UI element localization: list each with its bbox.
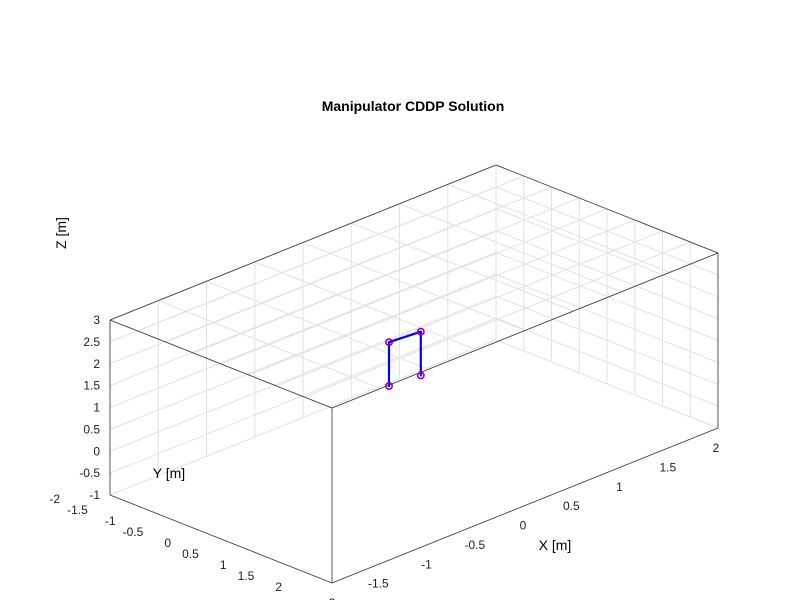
- x-tick-label: -1: [421, 557, 432, 571]
- grid-line: [193, 197, 580, 354]
- grid-line: [495, 317, 719, 407]
- x-tick-label: 1.5: [659, 460, 676, 474]
- grid-line: [495, 339, 719, 429]
- grid-line: [109, 317, 497, 474]
- z-tick-label: 2.5: [83, 335, 100, 349]
- tick-labels: -2-1.5-1-0.500.511.52-2-1.5-1-0.500.511.…: [49, 313, 719, 600]
- z-tick-label: 2: [93, 357, 100, 371]
- grid-line: [109, 295, 497, 452]
- grid-line: [109, 339, 497, 496]
- grid-line: [495, 208, 719, 298]
- chart-title: Manipulator CDDP Solution: [322, 98, 505, 114]
- z-tick-label: 0: [93, 444, 100, 458]
- y-axis-label: Y [m]: [153, 465, 185, 481]
- axes-box: [109, 164, 719, 584]
- series-group: [384, 327, 425, 390]
- manipulator-joint: [384, 338, 393, 347]
- axes-edge: [331, 252, 719, 409]
- grid-line: [495, 186, 719, 276]
- grid-line: [109, 273, 497, 430]
- y-tick-label: -2: [49, 492, 60, 506]
- grid-line: [304, 241, 691, 398]
- y-tick-label: -1.5: [67, 503, 88, 517]
- y-tick-label: -0.5: [123, 525, 144, 539]
- z-tick-label: -0.5: [79, 466, 100, 480]
- x-tick-label: -1.5: [368, 577, 389, 591]
- y-tick-label: -1: [105, 514, 116, 528]
- grid-line: [109, 252, 497, 408]
- grid-line: [276, 230, 663, 387]
- z-tick-label: 0.5: [83, 422, 100, 436]
- manipulator-joint: [384, 381, 393, 390]
- y-tick-label: 0: [164, 536, 171, 550]
- z-tick-label: 1: [93, 401, 100, 415]
- x-tick-label: -0.5: [464, 538, 485, 552]
- grid-line: [109, 208, 497, 365]
- x-tick-label: 0: [520, 519, 527, 533]
- x-tick-label: 2: [713, 441, 720, 455]
- grid-line: [495, 273, 719, 363]
- axes-edge: [331, 427, 719, 584]
- x-tick-label: 0.5: [563, 499, 580, 513]
- manipulator-link: [387, 330, 422, 344]
- grid-line: [220, 208, 608, 365]
- y-tick-label: 1: [220, 558, 227, 572]
- grid: [109, 164, 719, 496]
- grid-line: [495, 295, 719, 385]
- manipulator-joint: [416, 371, 425, 380]
- grid-line: [495, 230, 719, 320]
- axes-edge: [109, 319, 333, 409]
- z-tick-label: 1.5: [83, 379, 100, 393]
- axes-edge: [495, 164, 719, 254]
- x-axis-label: X [m]: [539, 537, 572, 553]
- x-tick-label: 1: [616, 480, 623, 494]
- manipulator-joint: [416, 327, 425, 336]
- axes-edge: [109, 164, 497, 321]
- grid-line: [109, 230, 497, 387]
- z-tick-label: 3: [93, 313, 100, 327]
- y-tick-label: 1.5: [238, 569, 255, 583]
- z-tick-label: -1: [89, 488, 100, 502]
- z-axis-label: Z [m]: [53, 217, 69, 249]
- y-tick-label: 0.5: [182, 547, 199, 561]
- grid-line: [109, 186, 497, 343]
- grid-line: [248, 219, 635, 376]
- x-tick-label: -2: [325, 596, 336, 600]
- grid-line: [495, 252, 719, 341]
- y-tick-label: 2: [275, 580, 282, 594]
- axes-edge: [109, 494, 333, 584]
